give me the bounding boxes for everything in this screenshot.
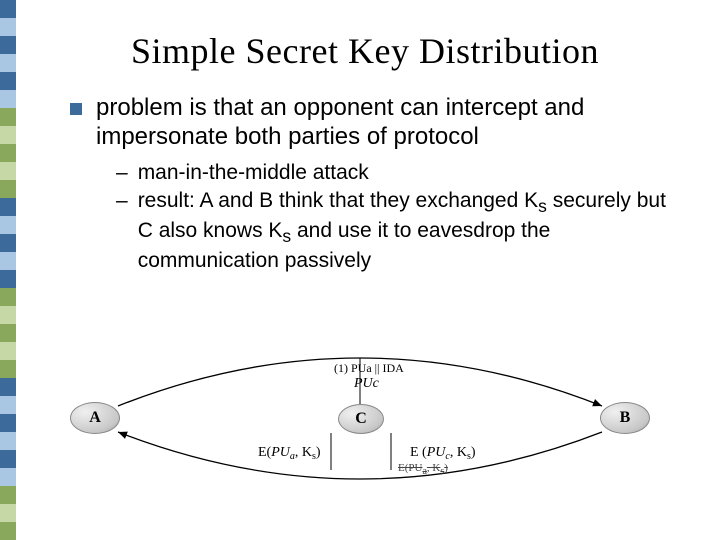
label-epua-ks-small: E(PUa, Ks) bbox=[398, 462, 448, 477]
mitm-diagram: A B C (1) PUa || IDA PUc E(PUa, Ks) E (P… bbox=[70, 320, 650, 500]
sub-bullet-list: – man-in-the-middle attack – result: A a… bbox=[116, 160, 680, 275]
node-a: A bbox=[70, 402, 120, 434]
label-top1: (1) PUa || IDA bbox=[334, 361, 404, 376]
slide-title: Simple Secret Key Distribution bbox=[50, 30, 680, 72]
bullet-item: problem is that an opponent can intercep… bbox=[70, 94, 680, 152]
slide-content: Simple Secret Key Distribution problem i… bbox=[0, 0, 720, 540]
sub-bullet-1: – man-in-the-middle attack bbox=[116, 160, 680, 186]
sub-bullet-2: – result: A and B think that they exchan… bbox=[116, 188, 680, 274]
dash-icon: – bbox=[116, 160, 128, 186]
bullet-text: problem is that an opponent can intercep… bbox=[96, 94, 680, 152]
label-epua-ks-left: E(PUa, Ks) bbox=[258, 445, 321, 462]
sub-bullet-2-text: result: A and B think that they exchange… bbox=[138, 188, 680, 274]
label-epuc-ks-right: E (PUc, Ks) bbox=[410, 445, 476, 462]
label-puc: PUc bbox=[354, 376, 379, 392]
node-c: C bbox=[338, 404, 384, 434]
dash-icon: – bbox=[116, 188, 128, 214]
sub-bullet-1-text: man-in-the-middle attack bbox=[138, 160, 369, 186]
node-b: B bbox=[600, 402, 650, 434]
bullet-square-icon bbox=[70, 103, 82, 115]
